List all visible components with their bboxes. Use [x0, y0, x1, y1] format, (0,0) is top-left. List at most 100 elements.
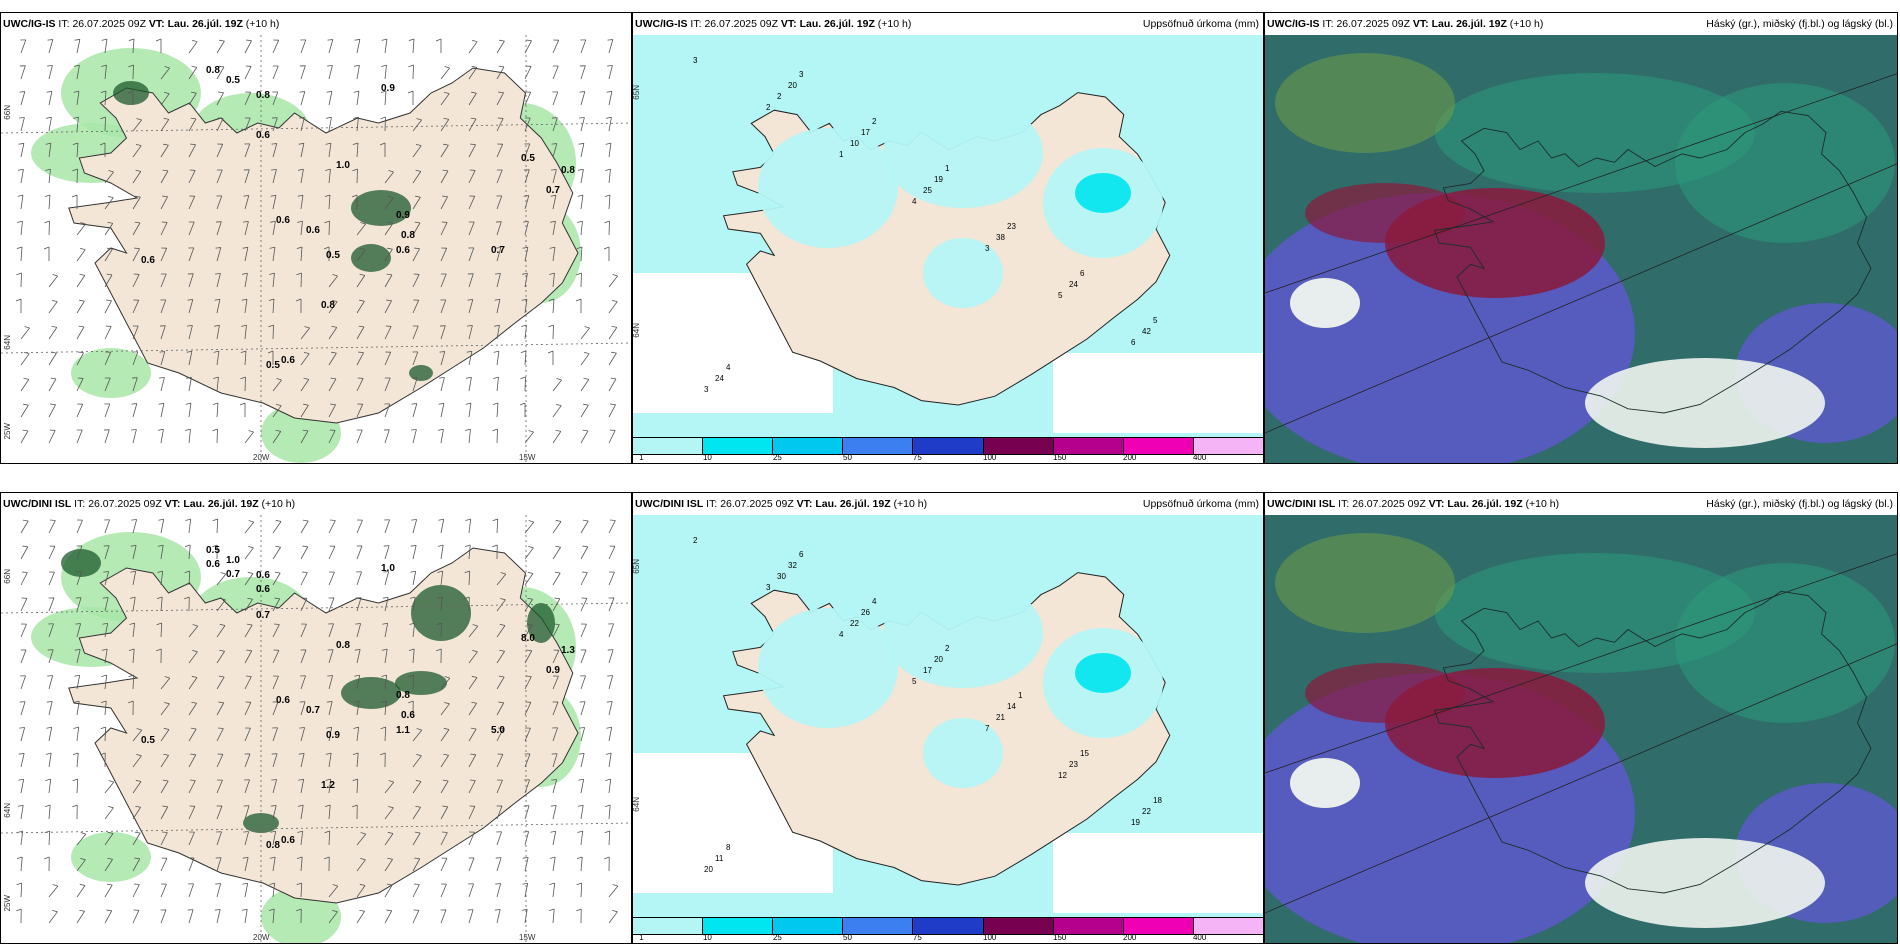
wind-barb-staff	[328, 830, 331, 846]
precip-area	[758, 608, 898, 728]
wind-barb-flag	[526, 649, 532, 652]
wind-barb	[72, 778, 79, 794]
wind-barb-staff	[216, 40, 225, 54]
wind-barb	[549, 246, 556, 262]
wind-barb-flag	[214, 273, 221, 275]
wind-barb-staff	[412, 274, 420, 288]
wind-barb	[328, 571, 335, 586]
precip-value: 3	[985, 244, 990, 253]
wind-barb-staff	[272, 117, 278, 132]
wind-barb-staff	[468, 857, 475, 872]
wind-barb-flag	[578, 752, 585, 755]
wind-barb-flag	[163, 753, 169, 756]
wind-barb	[440, 831, 448, 846]
wind-barb-flag	[163, 117, 169, 120]
wind-barb	[412, 909, 420, 924]
wind-barb	[76, 545, 83, 560]
wind-barb-staff	[272, 675, 279, 690]
wind-barb-staff	[48, 520, 56, 534]
wind-barb-staff	[300, 857, 303, 872]
wind-barb-staff	[580, 805, 584, 820]
wind-barb-staff	[552, 831, 557, 846]
wind-barb	[551, 143, 558, 158]
wind-barb	[467, 299, 474, 314]
wind-barb-flag	[380, 700, 387, 703]
wind-barb-flag	[352, 778, 358, 782]
wind-barb-flag	[49, 571, 55, 573]
wind-barb-staff	[244, 547, 254, 560]
precip-value: 15	[1080, 749, 1089, 758]
wind-barb-flag	[129, 622, 135, 625]
wind-barb-flag	[271, 143, 277, 145]
wind-barb-staff	[48, 327, 58, 340]
wind-barb-staff	[412, 429, 417, 444]
wind-barb	[492, 402, 499, 418]
wind-barb	[465, 518, 472, 534]
wind-core	[351, 190, 411, 226]
wind-barb-flag	[551, 779, 557, 781]
wind-barb-staff	[524, 325, 527, 340]
wind-barb	[160, 857, 168, 872]
wind-barb-flag	[469, 195, 475, 197]
wind-barb-flag	[72, 168, 78, 172]
wind-barb-flag	[550, 830, 556, 833]
wind-barb	[76, 571, 82, 586]
wind-barb-flag	[75, 623, 81, 625]
wind-barb-staff	[524, 599, 533, 612]
wind-barb-flag	[19, 727, 25, 729]
wind-barb-flag	[103, 571, 109, 573]
wind-barb-flag	[215, 857, 222, 859]
wind-barb-flag	[219, 623, 226, 626]
wind-barb-flag	[381, 674, 387, 677]
precip-value: 2	[777, 92, 782, 101]
wind-barb-flag	[471, 91, 477, 94]
wind-barb-staff	[524, 753, 531, 768]
wind-barb-staff	[468, 703, 477, 716]
wind-barb	[242, 221, 249, 236]
wind-barb-flag	[135, 195, 141, 198]
wind-barb-staff	[328, 352, 337, 366]
wind-barb-staff	[216, 377, 219, 392]
wind-barb	[496, 805, 503, 820]
wind-barb	[298, 778, 305, 794]
wind-barb-flag	[44, 220, 50, 224]
wind-barb-flag	[272, 91, 278, 93]
wind-barb	[213, 376, 219, 392]
wind-barb-staff	[48, 352, 57, 366]
wind-barb	[128, 648, 135, 664]
precip-value: 5	[1153, 316, 1158, 325]
wind-barb-staff	[300, 701, 306, 716]
wind-barb-staff	[608, 352, 617, 366]
wind-barb-flag	[471, 675, 478, 678]
wind-barb-staff	[20, 65, 26, 80]
wind-barb	[524, 623, 533, 638]
wind-barb-staff	[48, 805, 51, 820]
wind-barb	[440, 805, 449, 820]
wind-barb-flag	[77, 377, 84, 379]
cloud-low	[1290, 278, 1360, 328]
wind-barb-staff	[328, 275, 338, 288]
value-label: 8.0	[521, 633, 535, 644]
wind-barb-flag	[47, 675, 53, 677]
wind-barb-staff	[76, 833, 87, 846]
wind-barb-flag	[220, 572, 226, 575]
wind-barb-staff	[272, 598, 281, 612]
wind-barb-staff	[300, 39, 307, 54]
wind-barb	[271, 143, 278, 158]
wind-barb-staff	[160, 222, 168, 236]
wind-barb-staff	[76, 378, 84, 392]
wind-barb	[102, 596, 109, 612]
wind-barb-flag	[521, 324, 527, 327]
wind-barb-flag	[46, 726, 52, 729]
wind-barb	[104, 247, 113, 262]
wind-barb	[603, 246, 610, 261]
wind-barb-flag	[607, 675, 613, 677]
precip-value: 2	[693, 536, 698, 545]
wind-barb-flag	[297, 194, 304, 197]
wind-barb-staff	[216, 518, 219, 534]
wind-barb	[384, 403, 391, 418]
wind-barb-staff	[160, 832, 168, 846]
wind-barb-flag	[133, 273, 140, 275]
wind-barb-flag	[575, 298, 582, 302]
wind-barb-flag	[578, 117, 585, 119]
